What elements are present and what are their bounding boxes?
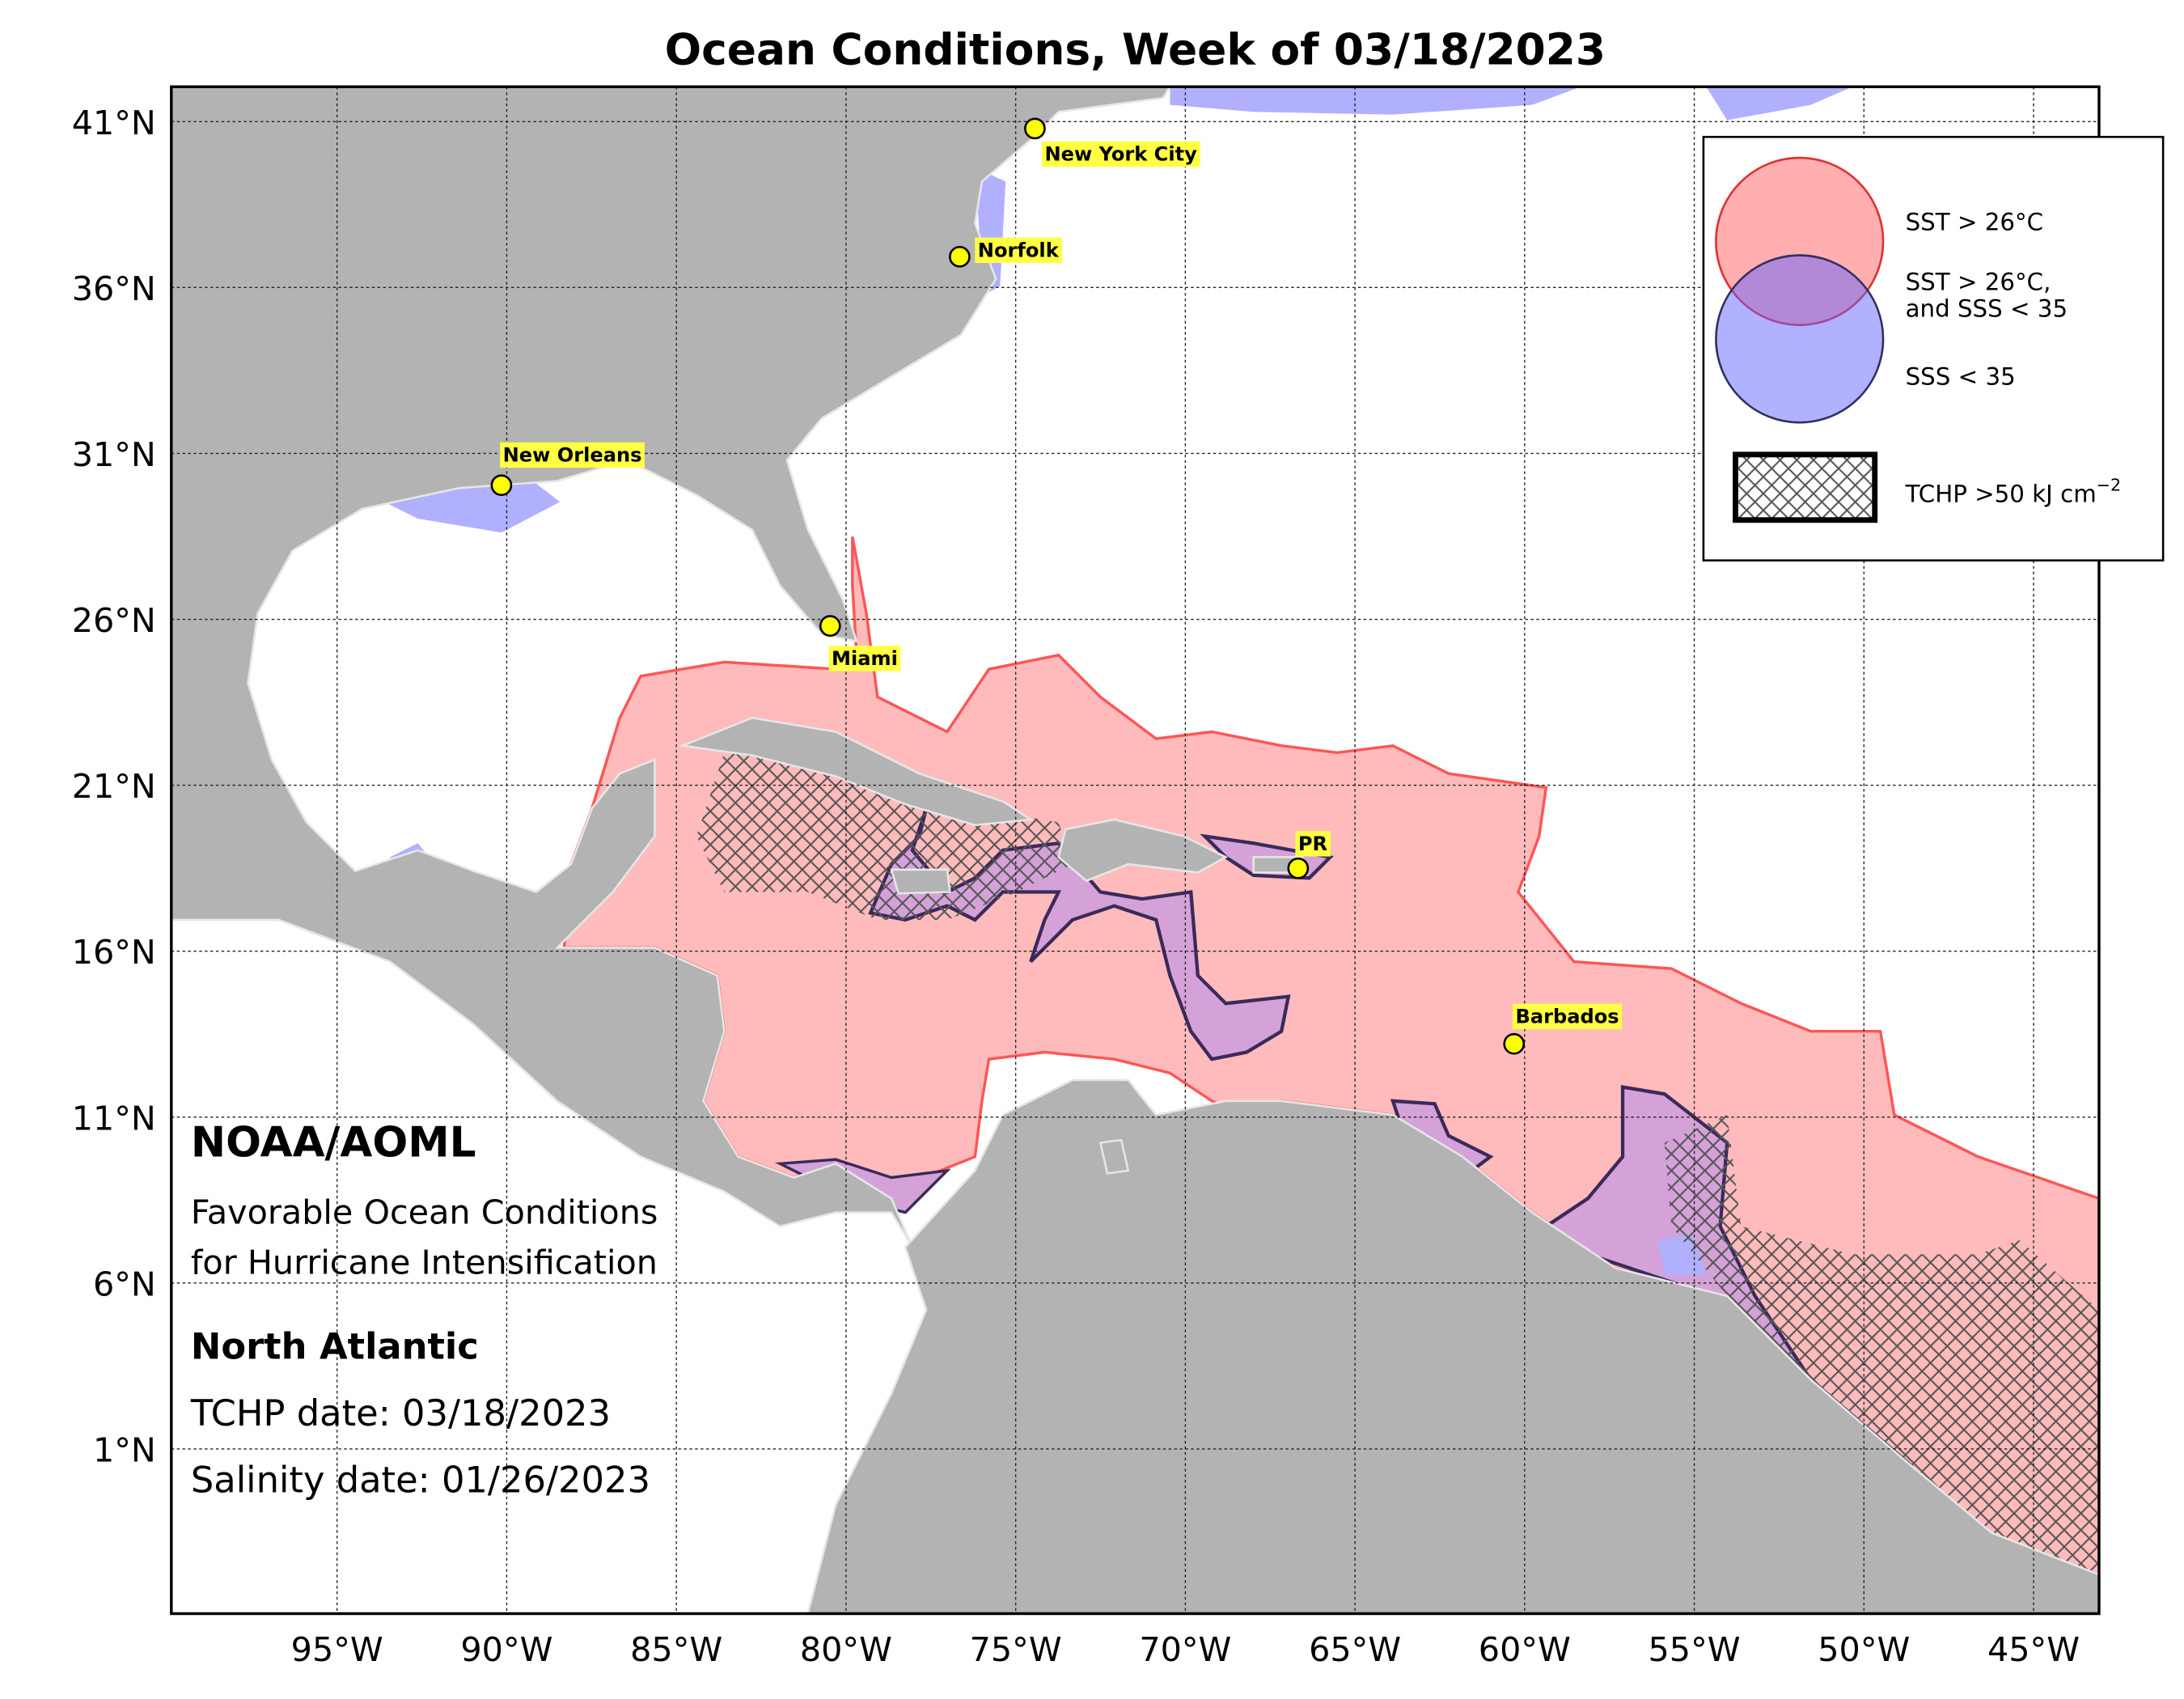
org-label: NOAA/AOML — [191, 1119, 476, 1167]
map-frame — [170, 85, 2101, 1616]
city-label: Norfolk — [978, 239, 1060, 261]
lon-label: 45°W — [1987, 1630, 2080, 1669]
map-title: Ocean Conditions, Week of 03/18/2023 — [665, 24, 1606, 75]
city-label: Miami — [832, 647, 898, 670]
tchp-date: TCHP date: 03/18/2023 — [190, 1392, 611, 1434]
legend-label: SST > 26°C — [1906, 209, 2043, 236]
subtitle-line: for Hurricane Intensification — [191, 1243, 658, 1282]
city-label: New Orleans — [503, 443, 642, 466]
lon-label: 85°W — [630, 1630, 722, 1669]
lon-label: 65°W — [1309, 1630, 1401, 1669]
lon-label: 70°W — [1139, 1630, 1231, 1669]
lat-label: 31°N — [72, 435, 156, 474]
lat-label: 21°N — [72, 767, 156, 806]
legend-label: SST > 26°C, — [1906, 269, 2051, 296]
salinity-date: Salinity date: 01/26/2023 — [191, 1459, 650, 1502]
lat-label: 6°N — [93, 1265, 156, 1303]
lon-label: 55°W — [1649, 1630, 1741, 1669]
city-label-bg — [828, 646, 901, 672]
lon-label: 50°W — [1818, 1630, 1910, 1669]
city-label-bg — [500, 442, 645, 468]
city-marker — [819, 615, 841, 637]
city-marker — [1287, 857, 1310, 879]
legend-label: TCHP >50 kJ cm−2 — [1905, 476, 2122, 508]
lat-label: 11°N — [72, 1099, 156, 1138]
lat-label: 41°N — [72, 104, 156, 142]
city-marker — [490, 474, 513, 497]
city-label-bg — [975, 237, 1063, 264]
city-label: PR — [1298, 833, 1328, 855]
city-label-bg — [1513, 1003, 1623, 1030]
city-label: Barbados — [1515, 1005, 1619, 1027]
lon-label: 95°W — [291, 1630, 383, 1669]
city-label-bg — [1042, 141, 1200, 167]
lat-label: 36°N — [72, 269, 156, 308]
city-marker — [1024, 117, 1046, 140]
lon-label: 75°W — [970, 1630, 1062, 1669]
subtitle-line: Favorable Ocean Conditions — [191, 1193, 658, 1231]
lat-label: 1°N — [93, 1430, 156, 1469]
lon-label: 60°W — [1479, 1630, 1571, 1669]
legend-label: and SSS < 35 — [1906, 294, 2068, 322]
lat-label: 16°N — [72, 933, 156, 972]
region-label: North Atlantic — [191, 1324, 479, 1367]
legend: SST > 26°C SST > 26°C, and SSS < 35 SSS … — [1702, 135, 2165, 561]
lat-label: 26°N — [72, 601, 156, 640]
city-marker — [949, 245, 971, 268]
city-label: New York City — [1044, 143, 1197, 166]
city-label-bg — [1295, 831, 1331, 857]
lon-label: 90°W — [460, 1630, 552, 1669]
lon-label: 80°W — [800, 1630, 892, 1669]
legend-label: SSS < 35 — [1906, 363, 2016, 391]
city-marker — [1503, 1032, 1526, 1055]
